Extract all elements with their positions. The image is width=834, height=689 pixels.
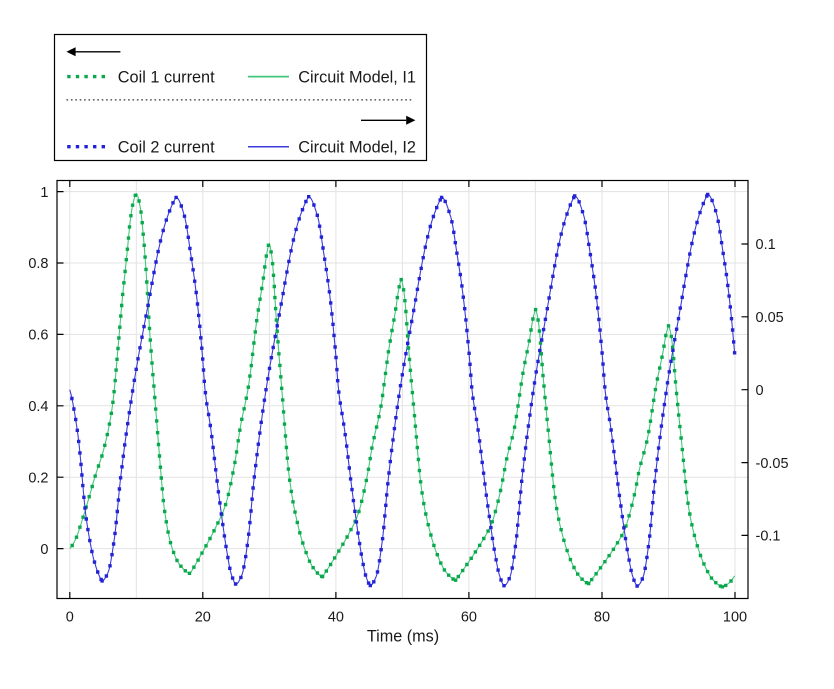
svg-text:Coil 2 current: Coil 2 current [118, 139, 215, 157]
svg-text:100: 100 [723, 609, 747, 625]
svg-text:40: 40 [328, 609, 344, 625]
svg-text:0.05: 0.05 [756, 310, 784, 326]
svg-text:Circuit Model, I1: Circuit Model, I1 [298, 69, 416, 87]
svg-text:-0.1: -0.1 [756, 529, 781, 545]
svg-text:Coil 1 current: Coil 1 current [118, 69, 215, 87]
svg-text:0.8: 0.8 [28, 256, 48, 272]
svg-text:-0.05: -0.05 [756, 456, 789, 472]
svg-text:Time (ms): Time (ms) [367, 628, 439, 646]
svg-text:0: 0 [66, 609, 74, 625]
svg-text:80: 80 [594, 609, 610, 625]
svg-text:0.4: 0.4 [28, 399, 48, 415]
svg-text:0: 0 [40, 542, 48, 558]
svg-text:60: 60 [461, 609, 477, 625]
svg-text:1: 1 [40, 185, 48, 201]
svg-text:Circuit Model, I2: Circuit Model, I2 [298, 139, 416, 157]
svg-text:0: 0 [756, 383, 764, 399]
svg-text:0.6: 0.6 [28, 328, 48, 344]
svg-text:0.1: 0.1 [756, 237, 776, 253]
svg-text:20: 20 [195, 609, 211, 625]
svg-text:0.2: 0.2 [28, 470, 48, 486]
